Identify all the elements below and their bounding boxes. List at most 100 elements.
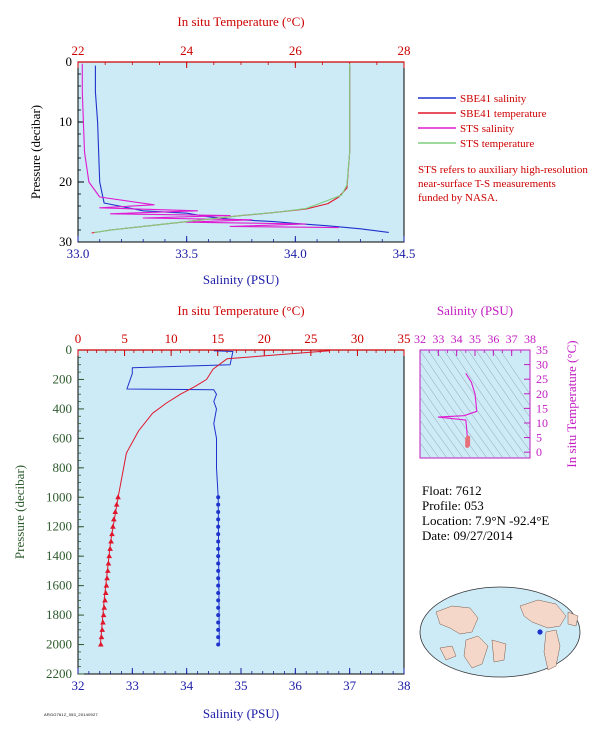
salinity-point-marker xyxy=(216,502,221,507)
salinity-point-marker xyxy=(216,642,221,647)
salinity-point-marker xyxy=(216,613,221,618)
sts-note: STS refers to auxiliary high-resolution … xyxy=(418,164,588,204)
temperature-point-marker xyxy=(105,560,112,566)
density-isoline xyxy=(475,350,530,430)
footer-stamp: ARGO7612_053_20140927 xyxy=(44,712,98,717)
main-temperature-axis-tick-label: 0 xyxy=(75,331,82,346)
main-salinity-axis-title: Salinity (PSU) xyxy=(203,706,279,721)
main-pressure-axis-tick-label: 1600 xyxy=(46,578,72,593)
top-salinity-axis-title: Salinity (PSU) xyxy=(203,272,279,287)
ts-temperature-axis-tick-label: 25 xyxy=(536,372,548,386)
main-salinity-axis-tick-label: 38 xyxy=(398,678,411,693)
main-temperature-axis-tick-label: 25 xyxy=(304,331,317,346)
main-pressure-axis-tick-label: 400 xyxy=(53,401,73,416)
salinity-point-marker xyxy=(216,495,221,500)
main-temperature-axis-tick-label: 35 xyxy=(398,331,411,346)
legend-label-sbe41-salinity: SBE41 salinity xyxy=(460,93,527,105)
salinity-point-marker xyxy=(216,546,221,551)
salinity-point-marker xyxy=(216,554,221,559)
temperature-point-marker xyxy=(105,567,111,573)
ts-temperature-axis-tick-label: 10 xyxy=(536,416,548,430)
ts-salinity-axis-tick-label: 32 xyxy=(414,332,426,346)
float-location-marker xyxy=(537,629,543,635)
main-temperature-axis-tick-label: 5 xyxy=(121,331,128,346)
date: Date: 09/27/2014 xyxy=(422,528,513,543)
density-isoline xyxy=(420,431,440,458)
density-isoline xyxy=(491,350,530,407)
temperature-point-marker xyxy=(115,494,121,500)
ts-deep-point xyxy=(465,435,471,440)
ts-temperature-axis-tick-label: 35 xyxy=(536,343,548,357)
salinity-point-marker xyxy=(216,568,221,573)
ts-plot-area xyxy=(419,349,531,459)
salinity-point-marker xyxy=(216,532,221,537)
main-temperature-axis-title: In situ Temperature (°C) xyxy=(177,303,304,318)
top-pressure-axis-title: Pressure (decibar) xyxy=(28,105,43,199)
temperature-point-marker xyxy=(112,509,119,514)
salinity-point-marker xyxy=(216,561,221,566)
main-salinity-axis-tick-label: 33 xyxy=(126,678,139,693)
temperature-point-marker xyxy=(98,641,104,647)
top-salinity-axis-tick-label: 34.5 xyxy=(393,246,416,261)
top-salinity-axis-tick-label: 33.5 xyxy=(175,246,198,261)
main-pressure-axis-tick-label: 200 xyxy=(53,371,73,386)
top-temperature-axis-tick-label: 24 xyxy=(180,43,194,58)
density-isoline xyxy=(451,350,528,458)
density-isoline xyxy=(420,350,496,458)
ts-salinity-axis-tick-label: 36 xyxy=(487,332,499,346)
top-temperature-axis-tick-label: 28 xyxy=(398,43,411,58)
density-isoline xyxy=(483,350,530,418)
salinity-point-marker xyxy=(216,620,221,625)
main-pressure-axis-tick-label: 1200 xyxy=(46,519,72,534)
density-isoline xyxy=(420,419,448,458)
top-pressure-axis-tick-label: 0 xyxy=(66,54,73,69)
legend-label-sts-temperature: STS temperature xyxy=(460,138,534,150)
density-isoline xyxy=(420,361,488,458)
salinity-point-marker xyxy=(216,627,221,632)
ts-temperature-axis-title: In situ Temperature (°C) xyxy=(564,340,579,467)
ts-salinity-axis-tick-label: 33 xyxy=(432,332,444,346)
density-isoline xyxy=(435,350,512,458)
top-temperature-axis-tick-label: 26 xyxy=(289,43,303,58)
series-sts-salinity xyxy=(81,63,339,229)
main-salinity-axis-tick-label: 35 xyxy=(235,678,248,693)
salinity-point-marker xyxy=(216,510,221,514)
top-pressure-axis-tick-label: 10 xyxy=(59,114,72,129)
density-isoline xyxy=(467,350,530,441)
top-temperature-axis-tick-label: 22 xyxy=(72,43,85,58)
temperature-point-marker xyxy=(101,604,108,610)
main-plot-area xyxy=(77,349,405,675)
ts-series-profile xyxy=(437,373,478,444)
main-pressure-axis-tick-label: 2000 xyxy=(46,637,72,652)
top-pressure-axis-tick-label: 20 xyxy=(59,174,72,189)
salinity-point-marker xyxy=(216,605,221,610)
ts-salinity-axis-tick-label: 35 xyxy=(469,332,481,346)
top-plot-area xyxy=(77,61,405,243)
temperature-point-marker xyxy=(102,597,108,603)
temperature-point-marker xyxy=(98,634,105,640)
main-pressure-axis-tick-label: 1400 xyxy=(46,548,72,563)
temperature-point-marker xyxy=(110,523,116,529)
float-info: Float: 7612 Profile: 053 Location: 7.9°N… xyxy=(422,483,549,543)
main-pressure-axis-tick-label: 1800 xyxy=(46,607,72,622)
temperature-point-marker xyxy=(102,590,109,595)
series-salinity-profile xyxy=(126,350,234,645)
salinity-point-marker xyxy=(216,583,221,588)
ts-temperature-axis-tick-label: 20 xyxy=(536,387,548,401)
density-isoline xyxy=(420,408,456,458)
temperature-point-marker xyxy=(104,575,110,581)
ts-temperature-axis-tick-label: 30 xyxy=(536,358,548,372)
density-isoline xyxy=(420,385,472,458)
temperature-point-marker xyxy=(107,545,113,551)
top-pressure-axis-tick-label: 30 xyxy=(59,234,72,249)
top-salinity-axis-tick-label: 33.0 xyxy=(67,246,90,261)
density-isoline xyxy=(499,350,530,395)
ts-temperature-axis-tick-label: 5 xyxy=(536,431,542,445)
main-salinity-axis-tick-label: 32 xyxy=(72,678,85,693)
temperature-point-marker xyxy=(100,619,106,625)
main-salinity-axis-tick-label: 34 xyxy=(180,678,194,693)
density-isoline xyxy=(459,350,530,452)
series-sts-temperature xyxy=(94,63,351,233)
ts-salinity-axis-title: Salinity (PSU) xyxy=(437,303,513,318)
